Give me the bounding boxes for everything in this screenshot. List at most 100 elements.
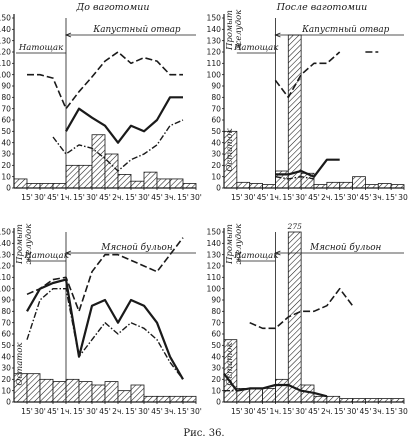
y-tick-label: 60: [1, 116, 11, 125]
x-tick-label: 30': [138, 407, 150, 416]
histogram-bar: [78, 381, 93, 403]
annotation-washed-1: Промыт: [15, 224, 25, 265]
x-tick-label: 3ч.: [164, 193, 176, 202]
y-tick-label: 70: [211, 104, 221, 113]
y-tick-label: 80: [211, 307, 221, 316]
y-tick-label: 100: [0, 284, 11, 293]
annotation-meal: Капустный отвар: [92, 25, 181, 35]
histogram-bar: [39, 378, 54, 403]
histogram-bar: [313, 395, 328, 403]
x-tick-label: 30': [244, 407, 256, 416]
histogram-bar: [156, 178, 171, 189]
histogram-bar: [182, 395, 197, 403]
x-tick-label: 30': [34, 407, 46, 416]
y-tick-label: 30: [211, 150, 221, 159]
y-tick-label: 130: [207, 36, 222, 45]
histogram-bar: [78, 164, 93, 189]
series-line-long-dash: [26, 237, 184, 313]
y-tick-label: 100: [207, 70, 222, 79]
y-tick-label: 150: [0, 228, 11, 237]
x-tick-label: 15': [334, 193, 346, 202]
y-tick-label: 110: [207, 59, 222, 68]
annotation-residue: Остаток: [225, 128, 235, 172]
panel-title: До ваготомии: [75, 2, 149, 13]
histogram-bar: [169, 395, 184, 403]
x-tick-label: 30': [398, 193, 408, 202]
histogram-bar: [130, 384, 145, 403]
series-line-solid: [275, 158, 340, 178]
x-tick-label: 15': [21, 407, 33, 416]
chart-panel-1: 0 10 20 30 40 50 60 70 80 90 100 110 120 130 140 150 15'…: [0, 2, 202, 202]
x-tick-label: 30': [86, 193, 98, 202]
y-tick-label: 150: [207, 228, 222, 237]
y-tick-label: 40: [1, 138, 11, 147]
y-tick-label: 30: [1, 364, 11, 373]
x-tick-label: 2ч.: [321, 407, 333, 416]
y-tick-label: 110: [207, 273, 222, 282]
histogram-bar: [91, 384, 106, 403]
y-tick-label: 150: [0, 14, 11, 23]
series-line-solid: [65, 96, 183, 144]
x-tick-label: 30': [244, 193, 256, 202]
y-tick-label: 20: [1, 161, 11, 170]
y-tick-label: 30: [1, 150, 11, 159]
y-tick-label: 20: [211, 161, 221, 170]
y-tick-label: 10: [1, 386, 11, 395]
series-line-long-dash: [274, 51, 341, 99]
x-tick-label: 15': [282, 407, 294, 416]
x-tick-label: 15': [231, 193, 243, 202]
series-line-long-dash: [27, 51, 183, 110]
y-tick-label: 70: [1, 104, 11, 113]
y-tick-label: 60: [211, 116, 221, 125]
x-tick-label: 15': [334, 407, 346, 416]
annotation-washed-2: желудок: [24, 223, 34, 265]
x-tick-label: 1ч.: [60, 193, 72, 202]
histogram-bar: [352, 176, 366, 189]
y-tick-label: 90: [1, 296, 11, 305]
y-tick-label: 140: [0, 25, 11, 34]
x-tick-label: 30': [347, 193, 359, 202]
y-tick-label: 50: [211, 127, 221, 136]
x-tick-label: 15': [177, 193, 189, 202]
x-tick-label: 15': [21, 193, 33, 202]
x-tick-label: 15': [385, 193, 397, 202]
histogram-bar: [339, 181, 353, 189]
y-tick-label: 140: [207, 239, 222, 248]
x-tick-label: 15': [125, 407, 137, 416]
annotation-washed-1: Промыт: [225, 10, 235, 51]
y-tick-label: 80: [1, 307, 11, 316]
histogram-bar: [26, 373, 41, 403]
x-tick-label: 45': [360, 193, 372, 202]
x-tick-label: 3ч.: [372, 407, 384, 416]
annotation-meal: Мясной бульон: [100, 242, 172, 253]
x-tick-label: 15': [73, 407, 85, 416]
y-tick-label: 130: [207, 250, 222, 259]
x-tick-label: 15': [125, 193, 137, 202]
histogram-bar: [117, 173, 132, 189]
y-tick-label: 120: [0, 262, 11, 271]
annotation-residue: Остаток: [15, 342, 25, 386]
x-tick-label: 30': [398, 407, 408, 416]
histogram-bar: [169, 178, 184, 189]
y-tick-label: 130: [0, 36, 11, 45]
x-tick-label: 3ч.: [372, 193, 384, 202]
x-tick-label: 45': [257, 407, 269, 416]
histogram-bar: [130, 180, 145, 189]
x-tick-label: 2ч.: [112, 407, 124, 416]
x-tick-label: 45': [308, 407, 320, 416]
x-tick-label: 30': [138, 193, 150, 202]
y-tick-label: 50: [1, 127, 11, 136]
x-tick-label: 15': [177, 407, 189, 416]
series-line-solid: [26, 278, 184, 380]
annotation-residue: Остаток: [225, 342, 235, 386]
histogram-bar: [143, 395, 158, 403]
y-tick-label: 90: [211, 82, 221, 91]
annotation-fasting: Натощак: [233, 43, 279, 53]
histogram-bar: [26, 183, 41, 189]
y-tick-label: 150: [207, 14, 222, 23]
x-tick-label: 45': [308, 193, 320, 202]
annotation-washed-2: желудок: [234, 223, 244, 265]
y-tick-label: 40: [211, 352, 221, 361]
x-tick-label: 30': [86, 407, 98, 416]
